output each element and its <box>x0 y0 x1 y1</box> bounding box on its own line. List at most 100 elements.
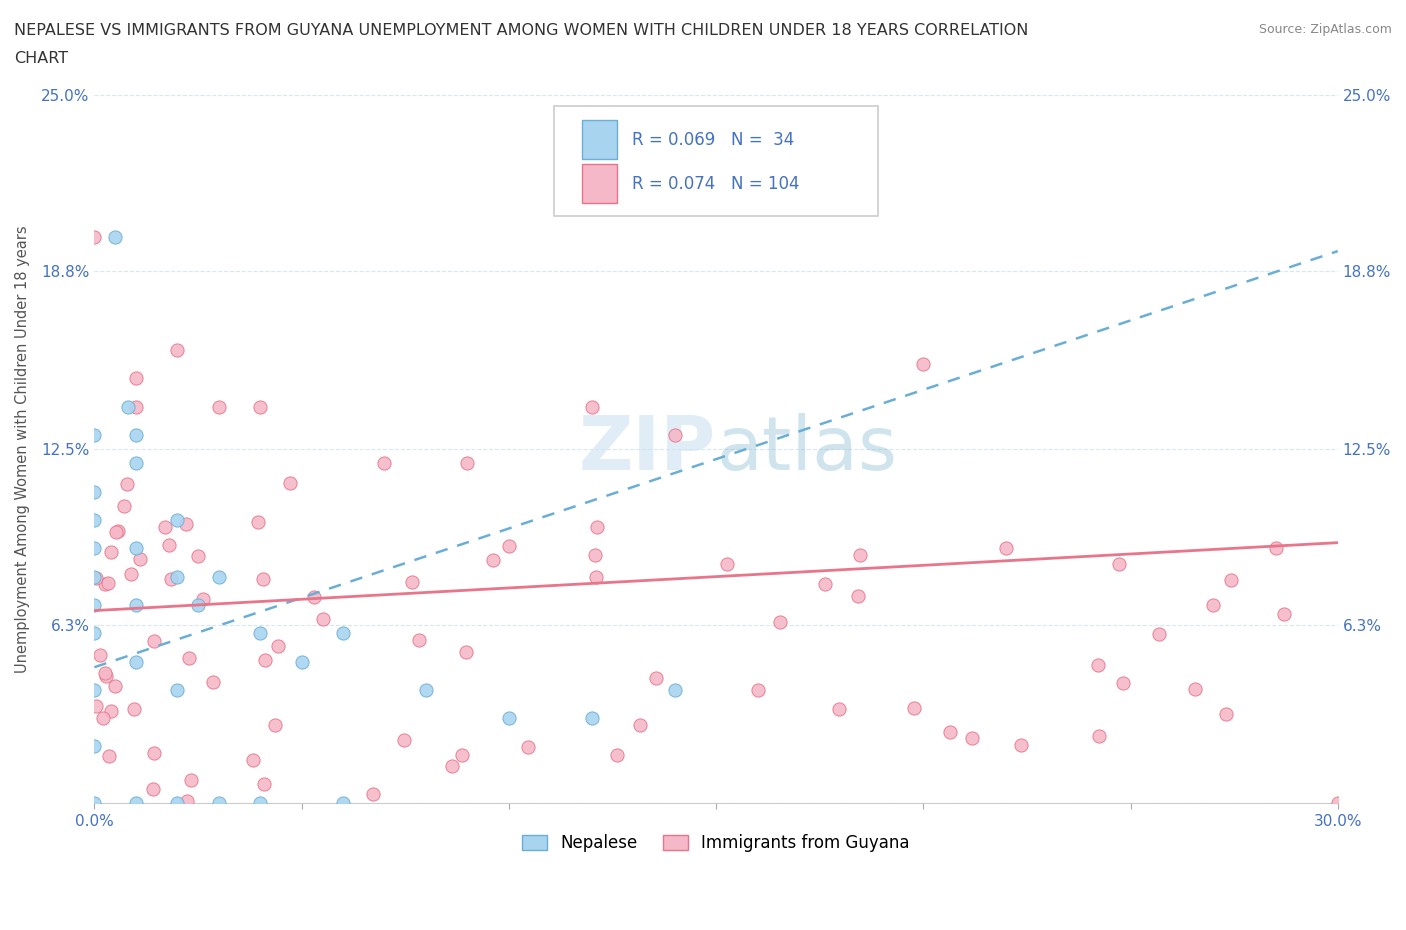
Point <box>312 612 335 627</box>
Point <box>83 230 105 245</box>
Point <box>187 597 209 612</box>
Point <box>373 456 395 471</box>
Point <box>846 589 869 604</box>
Text: CHART: CHART <box>14 51 67 66</box>
Point <box>208 399 231 414</box>
Point <box>408 633 430 648</box>
Point <box>142 782 165 797</box>
Point <box>628 718 651 733</box>
Point <box>93 665 115 680</box>
Point <box>97 576 120 591</box>
Point <box>394 732 416 747</box>
Point <box>166 683 188 698</box>
Point <box>117 399 139 414</box>
Text: R = 0.074   N = 104: R = 0.074 N = 104 <box>631 175 799 193</box>
Point <box>401 574 423 589</box>
Point <box>208 796 231 811</box>
Point <box>98 749 121 764</box>
Point <box>166 343 188 358</box>
Point <box>93 577 115 591</box>
Point <box>664 428 686 443</box>
Point <box>903 701 925 716</box>
Point <box>498 538 520 553</box>
Point <box>177 650 200 665</box>
Point <box>1220 573 1243 588</box>
Point <box>498 711 520 725</box>
Point <box>157 538 180 552</box>
Point <box>585 570 607 585</box>
Point <box>105 525 128 540</box>
Point <box>586 520 609 535</box>
Point <box>912 357 935 372</box>
Point <box>83 796 105 811</box>
Point <box>83 569 105 584</box>
Point <box>1326 796 1348 811</box>
Point <box>202 674 225 689</box>
FancyBboxPatch shape <box>582 120 617 159</box>
Point <box>176 793 198 808</box>
Point <box>849 548 872 563</box>
Point <box>100 704 122 719</box>
Text: atlas: atlas <box>716 413 897 485</box>
Point <box>581 711 603 725</box>
Point <box>83 512 105 527</box>
Point <box>583 548 606 563</box>
Point <box>122 702 145 717</box>
Text: Source: ZipAtlas.com: Source: ZipAtlas.com <box>1258 23 1392 36</box>
Point <box>83 739 105 754</box>
Point <box>440 758 463 773</box>
Point <box>166 512 188 527</box>
Point <box>451 748 474 763</box>
Point <box>644 671 666 685</box>
Point <box>100 544 122 559</box>
Point <box>252 572 274 587</box>
Point <box>278 476 301 491</box>
Point <box>828 702 851 717</box>
Point <box>249 399 271 414</box>
Point <box>960 731 983 746</box>
Point <box>83 626 105 641</box>
Point <box>249 626 271 641</box>
Point <box>242 752 264 767</box>
Point <box>606 748 628 763</box>
Point <box>160 572 183 587</box>
Point <box>83 428 105 443</box>
Point <box>456 456 478 471</box>
Point <box>125 456 148 471</box>
Point <box>83 541 105 556</box>
Point <box>939 724 962 739</box>
Point <box>125 399 148 414</box>
Point <box>454 644 477 659</box>
Point <box>125 597 148 612</box>
Point <box>94 669 117 684</box>
Point <box>769 615 792 630</box>
Point <box>814 577 837 591</box>
FancyBboxPatch shape <box>582 165 617 204</box>
Legend: Nepalese, Immigrants from Guyana: Nepalese, Immigrants from Guyana <box>516 827 917 858</box>
Point <box>83 485 105 499</box>
Point <box>995 541 1018 556</box>
Y-axis label: Unemployment Among Women with Children Under 18 years: Unemployment Among Women with Children U… <box>15 225 30 673</box>
Point <box>264 717 287 732</box>
Text: R = 0.069   N =  34: R = 0.069 N = 34 <box>631 131 794 149</box>
Point <box>581 399 603 414</box>
Point <box>304 590 326 604</box>
Point <box>716 556 738 571</box>
Point <box>83 597 105 612</box>
Point <box>174 517 197 532</box>
Point <box>1184 681 1206 696</box>
Point <box>1215 706 1237 721</box>
Point <box>104 678 127 693</box>
Point <box>84 698 107 713</box>
Point <box>125 796 148 811</box>
Point <box>125 541 148 556</box>
Point <box>482 553 505 568</box>
Point <box>664 683 686 698</box>
Point <box>332 796 354 811</box>
Point <box>332 626 354 641</box>
Point <box>125 428 148 443</box>
Point <box>83 683 105 698</box>
Point <box>143 746 166 761</box>
Point <box>415 683 437 698</box>
Point <box>516 739 538 754</box>
